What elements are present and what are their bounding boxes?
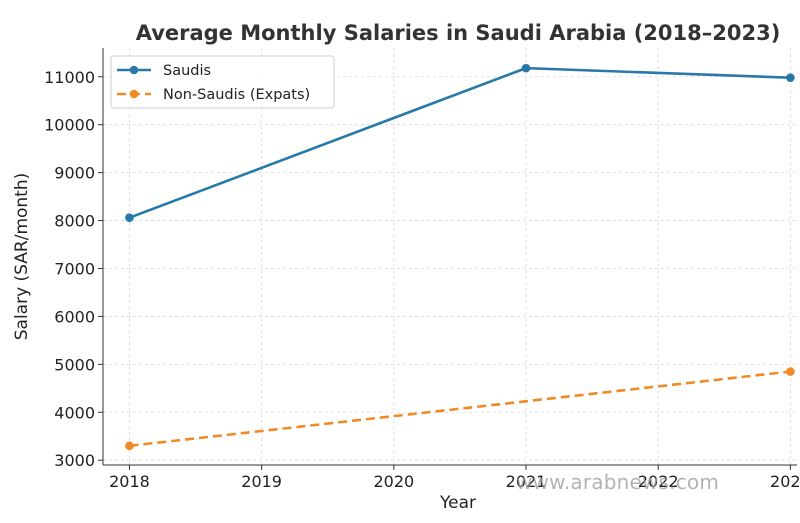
y-tick-label: 11000 bbox=[44, 68, 95, 87]
y-tick-label: 10000 bbox=[44, 116, 95, 135]
x-tick-label: 2020 bbox=[373, 472, 414, 491]
x-tick-label: 2021 bbox=[506, 472, 547, 491]
x-tick-label: 2019 bbox=[241, 472, 282, 491]
series-1-point-0 bbox=[125, 441, 134, 451]
legend-label: Saudis bbox=[163, 63, 211, 79]
x-tick-label: 2022 bbox=[638, 472, 679, 491]
legend-marker-1 bbox=[129, 89, 139, 99]
chart-title: Average Monthly Salaries in Saudi Arabia… bbox=[136, 21, 781, 45]
x-axis-title: Year bbox=[439, 493, 476, 513]
y-tick-label: 6000 bbox=[54, 307, 95, 326]
y-axis-title: Salary (SAR/month) bbox=[12, 173, 32, 341]
series-0-point-2 bbox=[786, 73, 795, 83]
y-tick-label: 7000 bbox=[54, 259, 95, 278]
y-tick-label: 5000 bbox=[54, 355, 95, 374]
series-line-1 bbox=[129, 370, 791, 448]
y-tick-label: 3000 bbox=[54, 451, 95, 470]
legend-box bbox=[110, 55, 335, 109]
y-tick-label: 8000 bbox=[54, 212, 95, 231]
legend-label: Non-Saudis (Expats) bbox=[163, 87, 310, 103]
x-tick-label: 2018 bbox=[109, 472, 150, 491]
y-tick-label: 4000 bbox=[54, 403, 95, 422]
watermark-text: www.arabnews.com bbox=[516, 470, 720, 494]
series-0-point-0 bbox=[125, 213, 134, 222]
series-1-point-1 bbox=[786, 367, 795, 376]
legend-marker-0 bbox=[129, 65, 139, 75]
y-tick-label: 9000 bbox=[54, 164, 95, 183]
x-tick-label: 2023 bbox=[770, 472, 800, 491]
series-0-point-1 bbox=[521, 63, 531, 73]
